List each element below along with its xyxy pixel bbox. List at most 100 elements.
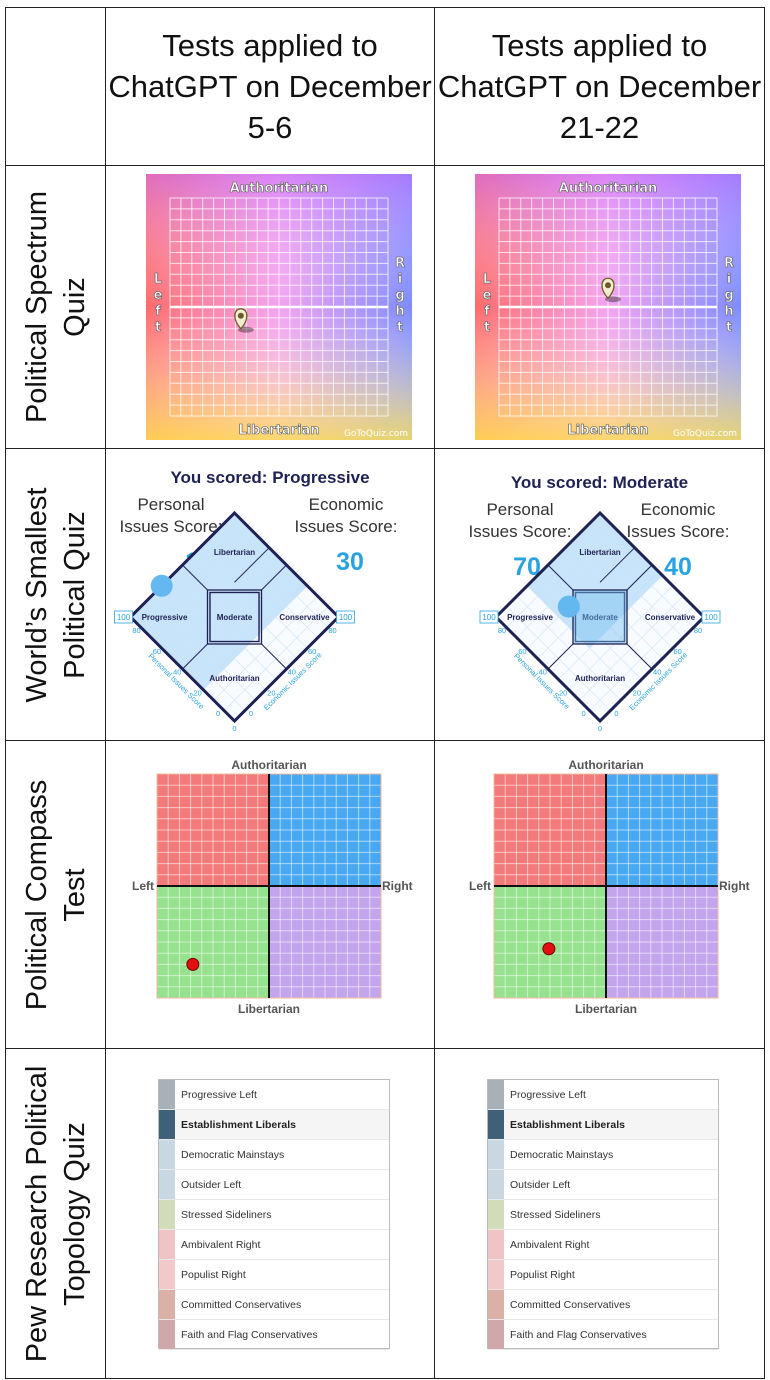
left-100-box	[479, 610, 499, 624]
label-libertarian: Libertarian	[567, 423, 648, 438]
smallest-chart-2: Personal Issues Score: Economic Issues Scor…	[469, 500, 730, 733]
typology-label: Stressed Sideliners	[181, 1209, 272, 1221]
gotoquiz-brand: GoToQuiz.com	[673, 429, 737, 439]
row-label-text: Political Spectrum Quiz	[20, 190, 91, 424]
label-left-letter: t	[484, 320, 490, 335]
pin-hole	[605, 282, 611, 289]
typology-item: Committed Conservatives	[488, 1290, 718, 1320]
zero-tick: 0	[598, 724, 602, 733]
label-right: Right	[382, 879, 413, 893]
label-right-letter: h	[395, 304, 404, 319]
pew-cell-2: Progressive Left Establishment Liberals De…	[434, 1048, 765, 1379]
typology-swatch	[159, 1080, 175, 1109]
typology-swatch	[488, 1320, 504, 1349]
left-100-label: 100	[117, 613, 131, 622]
typology-item: Ambivalent Right	[488, 1230, 718, 1260]
label-left-letter: e	[154, 288, 163, 303]
quadrant-divider	[261, 564, 287, 591]
typology-swatch	[159, 1170, 175, 1199]
economic-score: 30	[336, 548, 364, 576]
header-row: Tests applied to ChatGPT on December 5-6…	[5, 7, 765, 166]
row-pew: Pew Research Political Topology Quiz Pro…	[5, 1048, 765, 1379]
personal-tick: 80	[132, 626, 140, 635]
right-100-label: 100	[704, 613, 718, 622]
smallest-cell-1: You scored: Progressive Personal Issues S…	[105, 448, 435, 741]
label-authoritarian: Authoritarian	[231, 758, 306, 772]
typology-swatch	[488, 1290, 504, 1319]
smallest-title-1: You scored: Progressive	[107, 468, 434, 488]
score-dot	[186, 957, 200, 971]
typology-label: Faith and Flag Conservatives	[510, 1329, 647, 1341]
typology-swatch	[159, 1260, 175, 1289]
quadrant-divider	[626, 643, 653, 670]
quadrant-authoritarian: Authoritarian	[209, 674, 259, 683]
typology-swatch	[488, 1170, 504, 1199]
typology-swatch	[488, 1200, 504, 1229]
label-authoritarian: Authoritarian	[559, 181, 657, 196]
header-col1: Tests applied to ChatGPT on December 5-6	[105, 7, 435, 166]
typology-label: Progressive Left	[510, 1089, 586, 1101]
typology-swatch	[159, 1230, 175, 1259]
score-result: Progressive	[272, 468, 370, 487]
left-100-label: 100	[482, 613, 496, 622]
compass-chart-2: Authoritarian Libertarian Left Right	[469, 758, 750, 1016]
diamond-grid	[192, 575, 298, 680]
typology-item: Stressed Sideliners	[159, 1200, 389, 1230]
label-right-letter: i	[727, 272, 731, 287]
typology-label: Stressed Sideliners	[510, 1209, 601, 1221]
label-right-letter: g	[395, 288, 404, 303]
comparison-table: Tests applied to ChatGPT on December 5-6…	[5, 7, 765, 1379]
typology-label: Committed Conservatives	[181, 1299, 302, 1311]
smallest-title-2: You scored: Moderate	[436, 473, 764, 493]
diamond-grid	[558, 575, 663, 680]
typology-item: Establishment Liberals	[488, 1110, 718, 1140]
compass-cell-1: Authoritarian Libertarian Left Right	[105, 740, 435, 1049]
economic-label: Economic	[309, 495, 384, 514]
typology-item: Establishment Liberals	[159, 1110, 389, 1140]
typology-item: Committed Conservatives	[159, 1290, 389, 1320]
typology-label: Committed Conservatives	[510, 1299, 631, 1311]
gotoquiz-brand: GoToQuiz.com	[344, 429, 408, 439]
personal-label: Personal	[137, 495, 204, 514]
row-label-compass: Political Compass Test	[5, 740, 106, 1049]
map-pin-icon	[601, 277, 621, 303]
score-prefix: You scored:	[170, 468, 268, 487]
corner-cell	[5, 7, 106, 166]
row-label-text: Political Compass Test	[20, 779, 91, 1010]
diamond-grid	[171, 575, 277, 680]
pew-list-1: Progressive Left Establishment Liberals De…	[158, 1079, 390, 1350]
label-left-letter: L	[154, 272, 162, 287]
economic-tick: 40	[653, 668, 661, 677]
label-left-letter: f	[155, 304, 161, 319]
label-libertarian: Libertarian	[575, 1002, 637, 1016]
typology-item: Stressed Sideliners	[488, 1200, 718, 1230]
quadrant-conservative: Conservative	[279, 613, 330, 622]
row-label-spectrum: Political Spectrum Quiz	[5, 165, 106, 449]
typology-swatch	[159, 1200, 175, 1229]
personal-label-2: Issues Score:	[469, 522, 572, 541]
typology-label: Progressive Left	[181, 1089, 257, 1101]
moderate-square	[209, 591, 260, 643]
label-right: Right	[395, 256, 406, 336]
personal-tick: 60	[153, 647, 161, 656]
label-left: Left	[469, 879, 491, 893]
quadrant-progressive: Progressive	[507, 613, 553, 622]
left-100-box	[114, 610, 133, 624]
economic-tick: 80	[694, 626, 702, 635]
typology-label: Establishment Liberals	[181, 1119, 296, 1131]
typology-swatch	[488, 1140, 504, 1169]
personal-tick: 40	[539, 668, 547, 677]
row-label-text: Pew Research Political Topology Quiz	[20, 1065, 91, 1362]
economic-tick: 20	[633, 688, 641, 697]
quadrant-line	[599, 547, 636, 583]
row-label-text: World’s Smallest Political Quiz	[20, 487, 91, 702]
diamond-grid	[203, 585, 308, 691]
spectrum-chart-2: AuthoritarianLibertarianLeftRightGoToQui…	[475, 174, 741, 440]
typology-label: Outsider Left	[181, 1179, 242, 1191]
economic-label-2: Issues Score:	[627, 522, 730, 541]
typology-item: Populist Right	[159, 1260, 389, 1290]
compass-cell-2: Authoritarian Libertarian Left Right	[434, 740, 765, 1049]
score-dot	[150, 574, 173, 597]
diamond-grid	[526, 585, 632, 691]
